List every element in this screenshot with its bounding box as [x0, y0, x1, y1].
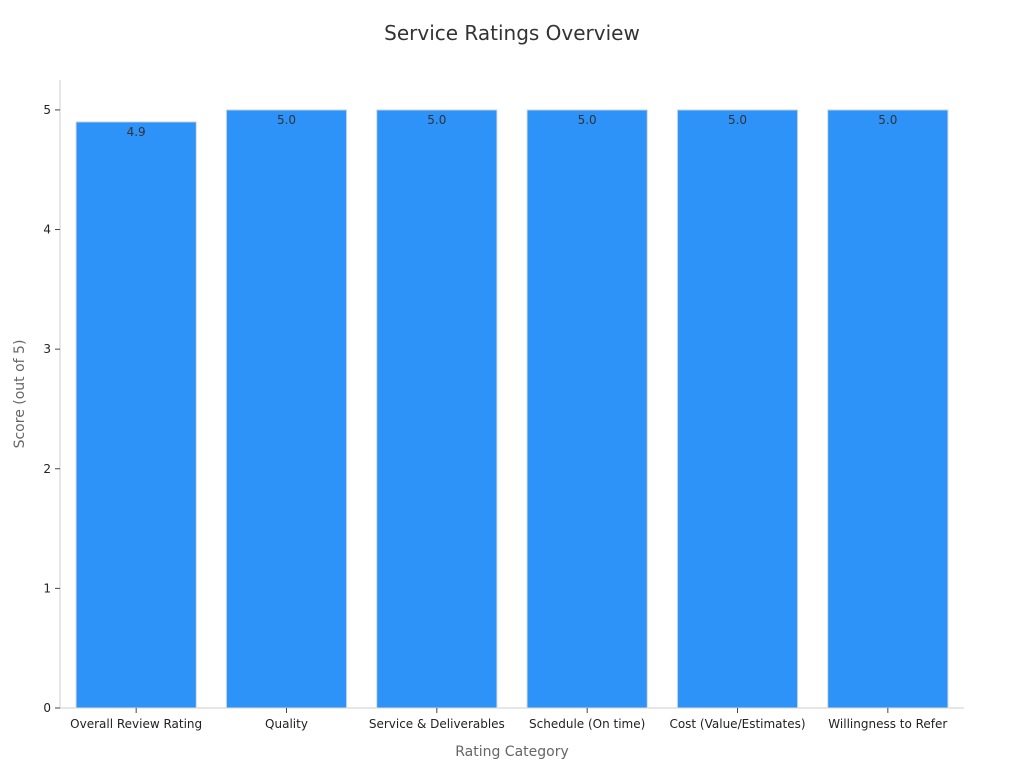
y-tick-label: 0: [43, 701, 51, 715]
bar-value-label: 5.0: [277, 113, 296, 127]
bar-value-label: 5.0: [427, 113, 446, 127]
x-axis-ticks: Overall Review Rating Quality Service & De…: [70, 708, 947, 731]
x-tick-label: Schedule (On time): [529, 717, 645, 731]
bar: [225, 109, 348, 709]
bar: [75, 121, 197, 709]
bar: [376, 109, 498, 709]
y-tick-label: 2: [43, 462, 51, 476]
x-tick-label: Cost (Value/Estimates): [669, 717, 805, 731]
y-axis-ticks: 0 1 2 3 4 5: [43, 103, 60, 715]
x-tick-label: Service & Deliverables: [369, 717, 505, 731]
y-tick-label: 5: [43, 103, 51, 117]
y-axis-title: Score (out of 5): [12, 340, 28, 449]
bars-group: [75, 109, 949, 709]
bar-value-label: 5.0: [728, 113, 747, 127]
y-tick-label: 1: [43, 581, 51, 595]
x-axis-title: Rating Category: [455, 744, 569, 760]
bar-value-label: 5.0: [578, 113, 597, 127]
bar: [526, 109, 648, 709]
x-tick-label: Willingness to Refer: [828, 717, 947, 731]
y-tick-label: 3: [43, 342, 51, 356]
bar: [676, 109, 799, 709]
bar-value-label: 5.0: [878, 113, 897, 127]
x-tick-label: Quality: [265, 717, 308, 731]
chart-title: Service Ratings Overview: [384, 21, 640, 45]
data-labels-group: 4.9 5.0 5.0 5.0 5.0 5.0: [127, 113, 898, 139]
y-tick-label: 4: [43, 223, 51, 237]
bar: [827, 109, 949, 709]
x-tick-label: Overall Review Rating: [70, 717, 202, 731]
bar-value-label: 4.9: [127, 125, 146, 139]
